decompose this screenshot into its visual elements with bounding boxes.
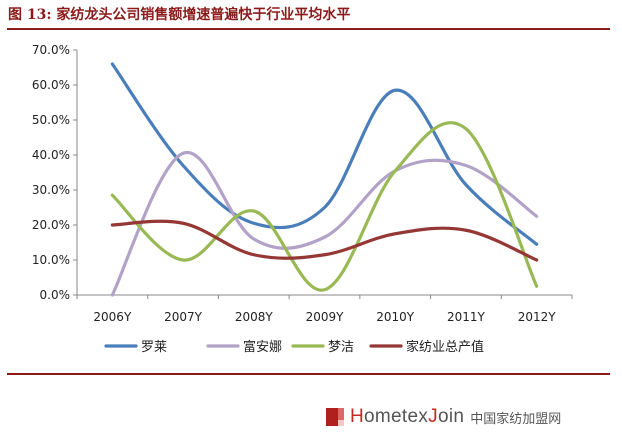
y-tick-label: 10.0% (32, 253, 70, 267)
figure-title: 家纺龙头公司销售额增速普遍快于行业平均水平 (56, 7, 351, 23)
logo-chinese-name: 中国家纺加盟网 (470, 411, 562, 427)
legend-label-1: 罗莱 (141, 340, 167, 355)
series-line-4 (110, 219, 539, 262)
hometexjoin-logo: HometexJoin 中国家纺加盟网 (326, 404, 561, 430)
figure-label: 图 13: (8, 7, 52, 23)
y-tick-label: 50.0% (32, 113, 70, 127)
legend-label-2: 富安娜 (243, 339, 282, 355)
y-tick-label: 0.0% (40, 288, 71, 302)
legend-label-3: 梦洁 (328, 340, 354, 355)
legend-label-4: 家纺业总产值 (406, 339, 484, 355)
x-tick-label: 2008Y (235, 310, 274, 324)
x-tick-label: 2006Y (93, 310, 132, 324)
chart-title: 图 13: 家纺龙头公司销售额增速普遍快于行业平均水平 (8, 4, 350, 24)
x-tick-label: 2011Y (447, 310, 486, 324)
x-tick-label: 2009Y (306, 310, 345, 324)
y-tick-label: 70.0% (32, 43, 70, 57)
x-tick-label: 2007Y (164, 310, 203, 324)
y-tick-label: 30.0% (32, 183, 70, 197)
x-tick-label: 2012Y (518, 310, 557, 324)
y-tick-label: 60.0% (32, 78, 70, 92)
logo-wordmark: HometexJoin (350, 406, 465, 427)
series-line-2 (110, 151, 539, 297)
logo-mark-icon (326, 408, 344, 426)
y-tick-label: 20.0% (32, 218, 70, 232)
series-line-1 (110, 62, 539, 246)
bottom-rule (7, 373, 610, 375)
top-rule (7, 28, 610, 30)
x-tick-label: 2010Y (376, 310, 415, 324)
y-tick-label: 40.0% (32, 148, 70, 162)
series-line-3 (110, 121, 539, 292)
